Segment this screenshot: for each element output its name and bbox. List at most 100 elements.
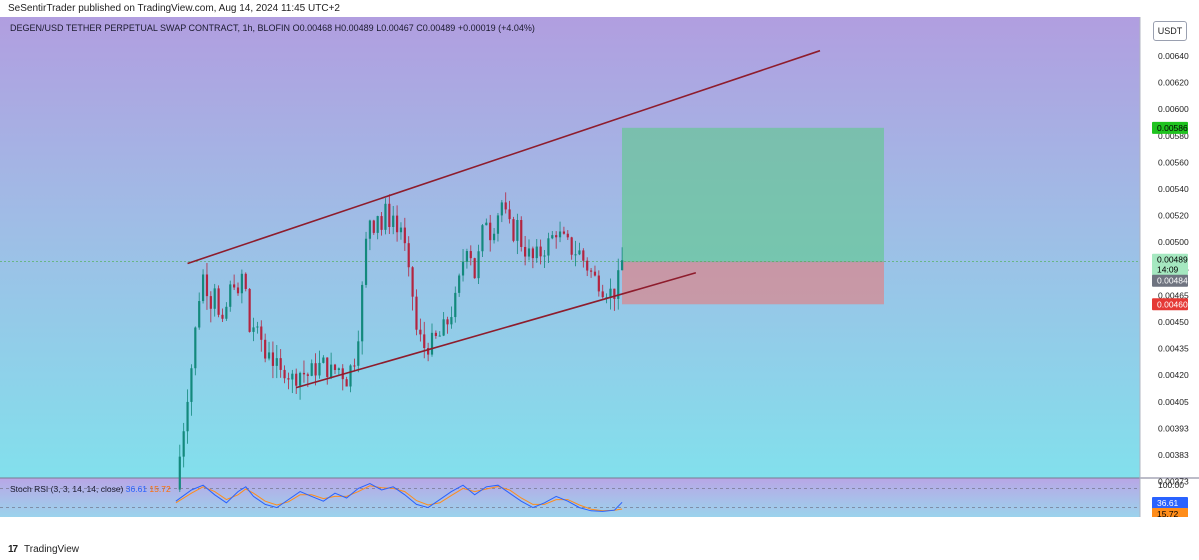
stoch-d-value: 15.72 [149,484,171,494]
candle-body [295,373,298,386]
candle-body [302,372,306,375]
candle-body [469,251,472,259]
price-tick-label: 0.00560 [1158,157,1189,167]
candle-body [240,273,243,294]
candle-body [291,373,294,380]
stop-price-badge: 0.00460 [1157,299,1188,309]
candle-body [221,314,224,319]
candle-body [244,273,247,289]
candle-body [473,258,476,279]
price-tick-label: 0.00383 [1158,450,1189,460]
candle-body [481,225,484,252]
candle-body [496,215,500,234]
stop-price-badge-bg [1152,298,1188,311]
stoch-k-line [175,483,623,512]
price-chart[interactable]: 100.00 0.006400.006200.006000.005800.005… [0,17,1199,517]
candle-body [248,288,251,332]
price-change: +0.00019 (+4.04%) [457,23,535,33]
candle-body [310,363,313,376]
candle-body [489,222,492,241]
candle-body [539,246,542,257]
lower-channel-line [295,272,697,389]
candle-body [438,335,441,337]
candle-body [178,456,181,490]
footer: 17 TradingView [0,540,1199,560]
candle-body [558,231,562,238]
candle-body [415,296,418,330]
candle-body [349,365,352,387]
ohlc-open: O0.00468 [292,23,333,33]
candle-body [423,334,426,349]
candle-body [233,284,236,288]
entry-price-badge: 0.00489 [1157,255,1188,265]
price-tick-label: 0.00435 [1158,344,1189,354]
rsi-background [0,478,1140,517]
tradingview-brand[interactable]: TradingView [24,544,80,555]
candle-body [605,297,608,299]
candle-body [589,270,593,272]
price-tick-label: 0.00640 [1158,51,1189,61]
candle-body [326,357,329,378]
price-tick-label: 0.00393 [1158,423,1189,433]
candle-body [322,357,325,363]
entry-price-badge-bg [1152,253,1188,266]
candle-body [465,251,469,262]
indicator-legend[interactable]: Stoch RSI (3, 3, 14, 14, close) 36.61 15… [10,484,171,494]
countdown-badge: 14:09 [1157,265,1179,275]
candle-body [229,284,232,307]
candle-body [458,275,461,293]
candle-body [395,215,399,233]
candle-body [205,274,209,297]
candle-body [357,341,360,366]
candle-body [194,327,197,369]
candle-body [217,288,220,315]
candle-body [593,271,597,276]
candle-body [597,275,600,292]
candle-body [345,379,348,387]
candle-body [485,222,488,226]
price-tick-label: 0.00620 [1158,78,1189,88]
target-zone [622,127,884,262]
candle-body [392,215,395,227]
tradingview-logo-icon[interactable]: 17 [8,544,18,555]
currency-button[interactable]: USDT [1153,21,1187,41]
candle-body [330,364,333,378]
candle-body [333,364,337,371]
candle-body [461,261,465,276]
candle-body [198,301,201,328]
stoch-d-badge-bg [1152,508,1188,517]
candle-body [298,372,302,386]
candle-body [520,220,523,247]
candle-body [516,220,519,241]
candle-body [492,233,496,241]
candle-body [372,220,375,233]
candle-body [353,365,356,367]
candle-body [190,368,193,402]
candle-body [182,431,185,457]
candle-body [213,288,216,309]
candle-body [271,352,275,366]
ohlc-low: L0.00467 [376,23,414,33]
ohlc-high: H0.00489 [334,23,374,33]
candle-body [562,231,566,234]
price-tick-label: 0.00465 [1158,290,1189,300]
candle-body [361,284,364,342]
price-tick-label: 0.00520 [1158,211,1189,221]
chart-area[interactable]: 100.00 0.00640 0.00620 0.00600 0.00580 0.005… [0,17,1199,517]
candle-body [368,220,372,239]
candle-body [407,243,410,268]
candle-body [578,250,581,255]
candle-body [500,202,503,216]
symbol-name[interactable]: DEGEN/USD TETHER PERPETUAL SWAP CONTRACT… [10,23,291,33]
upper-channel-line [187,49,821,265]
candle-body [535,246,538,259]
publish-info: SeSentirTrader published on TradingView.… [0,0,1199,17]
stop-zone [622,261,884,305]
stoch-k-badge: 36.61 [1157,498,1179,508]
price-tick-label: 0.00600 [1158,104,1189,114]
candle-body [380,216,383,230]
candle-body [209,296,212,309]
candle-body [337,368,340,371]
candle-body [225,306,228,319]
candle-body [617,270,620,299]
